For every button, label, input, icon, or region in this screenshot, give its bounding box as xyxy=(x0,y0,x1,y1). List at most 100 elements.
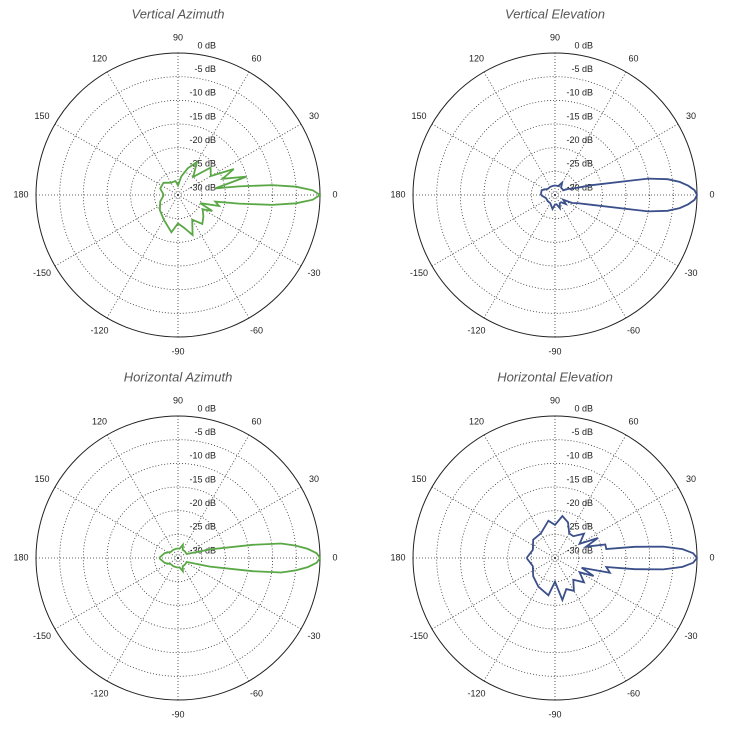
grid-ring xyxy=(507,147,603,243)
angle-tick-label: -150 xyxy=(410,268,428,278)
r-tick-label: 0 dB xyxy=(574,403,593,413)
angle-tick-label: 60 xyxy=(251,416,261,426)
angle-tick-label: 180 xyxy=(390,189,405,199)
grid-spoke xyxy=(177,194,302,267)
grid-ring xyxy=(483,123,627,267)
grid-ring xyxy=(82,462,274,654)
angle-tick-label: -30 xyxy=(307,268,320,278)
angle-tick-label: -30 xyxy=(684,268,697,278)
grid-ring xyxy=(59,76,297,314)
grid-ring xyxy=(106,486,250,630)
r-tick-label: 0 dB xyxy=(197,403,216,413)
grid-ring xyxy=(436,76,674,314)
angle-tick-label: -30 xyxy=(307,631,320,641)
angle-tick-label: -150 xyxy=(33,268,51,278)
r-tick-label: -10 dB xyxy=(189,88,216,98)
grid-spoke xyxy=(106,71,179,196)
angle-tick-label: -90 xyxy=(171,709,184,719)
angle-tick-label: -60 xyxy=(627,325,640,335)
grid-ring xyxy=(459,462,651,654)
r-tick-label: -25 dB xyxy=(566,159,593,169)
angle-tick-label: 60 xyxy=(628,53,638,63)
angle-tick-label: -120 xyxy=(90,688,108,698)
grid-ring xyxy=(106,123,250,267)
chart-title: Horizontal Azimuth xyxy=(124,369,233,384)
grid-spoke xyxy=(431,486,556,559)
angle-tick-label: 30 xyxy=(309,474,319,484)
angle-tick-label: -120 xyxy=(90,325,108,335)
grid-ring xyxy=(153,170,203,220)
angle-tick-label: 0 xyxy=(709,189,714,199)
grid-ring xyxy=(436,439,674,677)
chart-title: Horizontal Elevation xyxy=(497,369,613,384)
angle-tick-label: -30 xyxy=(684,631,697,641)
angle-tick-label: 180 xyxy=(390,552,405,562)
angle-tick-label: 30 xyxy=(309,111,319,121)
angle-tick-label: -90 xyxy=(548,346,561,356)
angle-tick-label: 30 xyxy=(686,111,696,121)
grid-spoke xyxy=(554,194,627,319)
grid-ring xyxy=(153,533,203,583)
angle-tick-label: 90 xyxy=(550,395,560,405)
r-tick-label: -15 dB xyxy=(189,111,216,121)
angle-tick-label: 150 xyxy=(35,474,50,484)
r-tick-label: -20 dB xyxy=(566,135,593,145)
r-tick-label: -5 dB xyxy=(194,427,216,437)
angle-tick-label: -120 xyxy=(467,688,485,698)
r-tick-label: -25 dB xyxy=(566,522,593,532)
angle-tick-label: 30 xyxy=(686,474,696,484)
grid-spoke xyxy=(54,486,179,559)
r-tick-label: -10 dB xyxy=(566,88,593,98)
r-tick-label: -30 dB xyxy=(189,182,216,192)
angle-tick-label: 90 xyxy=(173,32,183,42)
grid-spoke xyxy=(106,434,179,559)
grid-ring xyxy=(483,486,627,630)
angle-tick-label: 0 xyxy=(332,552,337,562)
pattern-line xyxy=(525,514,699,603)
r-tick-label: 0 dB xyxy=(197,40,216,50)
angle-tick-label: 120 xyxy=(92,53,107,63)
r-tick-label: -10 dB xyxy=(189,451,216,461)
grid-ring xyxy=(82,99,274,291)
grid-ring xyxy=(530,170,580,220)
angle-tick-label: 150 xyxy=(35,111,50,121)
angle-tick-label: 180 xyxy=(13,189,28,199)
grid-spoke xyxy=(554,194,679,267)
grid-spoke xyxy=(54,123,179,196)
grid-spoke xyxy=(483,434,556,559)
angle-tick-label: -60 xyxy=(250,325,263,335)
r-tick-label: -25 dB xyxy=(189,522,216,532)
angle-tick-label: 150 xyxy=(412,111,427,121)
grid-spoke xyxy=(431,194,556,267)
angle-tick-label: 60 xyxy=(251,53,261,63)
angle-tick-label: 120 xyxy=(469,416,484,426)
pattern-line xyxy=(158,542,322,574)
angle-tick-label: 180 xyxy=(13,552,28,562)
grid-spoke xyxy=(177,557,250,682)
chart-title: Vertical Azimuth xyxy=(132,6,225,21)
grid-spoke xyxy=(54,557,179,630)
grid-spoke xyxy=(483,557,556,682)
angle-tick-label: -120 xyxy=(467,325,485,335)
r-tick-label: -20 dB xyxy=(566,498,593,508)
grid-spoke xyxy=(431,557,556,630)
r-tick-label: -20 dB xyxy=(189,135,216,145)
r-tick-label: -5 dB xyxy=(571,427,593,437)
r-tick-label: -30 dB xyxy=(566,545,593,555)
angle-tick-label: -90 xyxy=(171,346,184,356)
angle-tick-label: -150 xyxy=(410,631,428,641)
r-tick-label: -25 dB xyxy=(189,159,216,169)
angle-tick-label: 0 xyxy=(332,189,337,199)
r-tick-label: 0 dB xyxy=(574,40,593,50)
grid-spoke xyxy=(431,123,556,196)
r-tick-label: -10 dB xyxy=(566,451,593,461)
grid-spoke xyxy=(177,194,250,319)
r-tick-label: -5 dB xyxy=(194,64,216,74)
r-tick-label: -15 dB xyxy=(566,111,593,121)
grid-ring xyxy=(130,147,226,243)
angle-tick-label: -60 xyxy=(627,688,640,698)
grid-spoke xyxy=(106,194,179,319)
angle-tick-label: -90 xyxy=(548,709,561,719)
grid-ring xyxy=(59,439,297,677)
